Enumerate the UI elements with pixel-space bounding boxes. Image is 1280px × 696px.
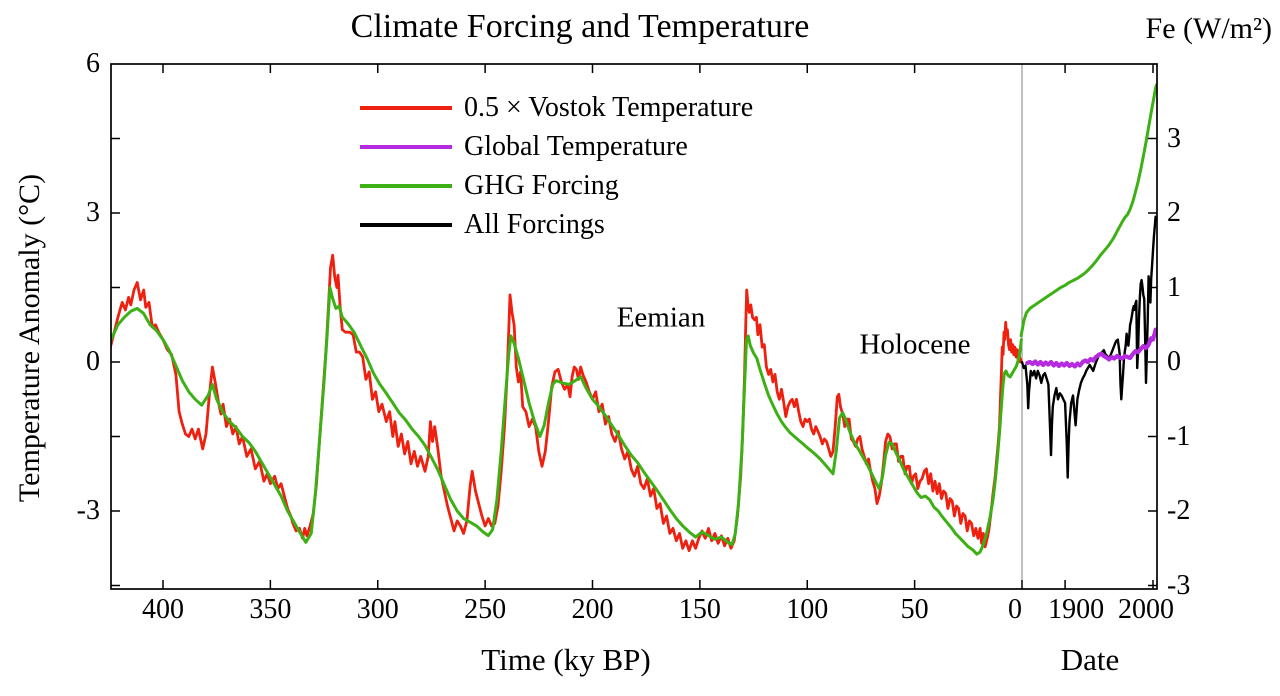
- x-tick-label: 0: [1008, 594, 1022, 625]
- y-tick-label-right: 1: [1167, 271, 1181, 303]
- y-tick-label-left: 3: [86, 197, 100, 228]
- x-tick-label: 100: [786, 594, 829, 625]
- series-black: [1020, 215, 1157, 479]
- annotation-holocene: Holocene: [859, 328, 971, 361]
- y-tick-label-left: 0: [86, 346, 100, 377]
- left-axis-title: Temperature Anomaly (°C): [13, 173, 46, 503]
- legend-label: GHG Forcing: [464, 170, 619, 201]
- x-tick-label: 400: [142, 594, 184, 625]
- x-tick-label: 2000: [1118, 594, 1174, 625]
- y-tick-label-right: 3: [1167, 122, 1181, 154]
- x-axis-title-time: Time (ky BP): [481, 642, 651, 677]
- y-tick-label-right: -1: [1167, 420, 1191, 452]
- x-axis-title-date: Date: [1060, 642, 1120, 677]
- annotation-eemian: Eemian: [616, 301, 706, 334]
- chart-title: Climate Forcing and Temperature: [350, 8, 810, 45]
- y-tick-label-right: -2: [1167, 495, 1191, 526]
- y-tick-label-left: -3: [76, 495, 100, 526]
- x-tick-label: 300: [356, 594, 399, 625]
- series-red: [111, 253, 1023, 553]
- y-tick-label-left: 6: [86, 48, 100, 79]
- y-tick-label-right: -3: [1167, 569, 1191, 601]
- right-axis-title: Fe (W/m²): [1145, 12, 1272, 45]
- x-tick-label: 1900: [1048, 594, 1105, 625]
- legend-label: Global Temperature: [464, 131, 688, 162]
- series-green: [111, 286, 1023, 556]
- legend-line-red: [360, 106, 452, 110]
- x-tick-label: 250: [464, 594, 507, 625]
- legend-line-violet: [360, 145, 452, 149]
- x-tick-label: 150: [678, 594, 721, 625]
- plot-frame: [110, 63, 1158, 590]
- x-tick-label: 350: [249, 594, 292, 625]
- legend-label: All Forcings: [464, 209, 605, 240]
- series-violet: [1025, 327, 1157, 369]
- legend-label: 0.5 × Vostok Temperature: [464, 92, 754, 123]
- series-green: [1019, 83, 1157, 338]
- x-tick-label: 50: [900, 594, 929, 625]
- legend-line-black: [360, 223, 452, 227]
- legend-line-green: [360, 184, 452, 188]
- y-tick-label-right: 2: [1167, 197, 1181, 228]
- x-tick-label: 200: [571, 594, 614, 625]
- y-tick-label-right: 0: [1167, 346, 1181, 377]
